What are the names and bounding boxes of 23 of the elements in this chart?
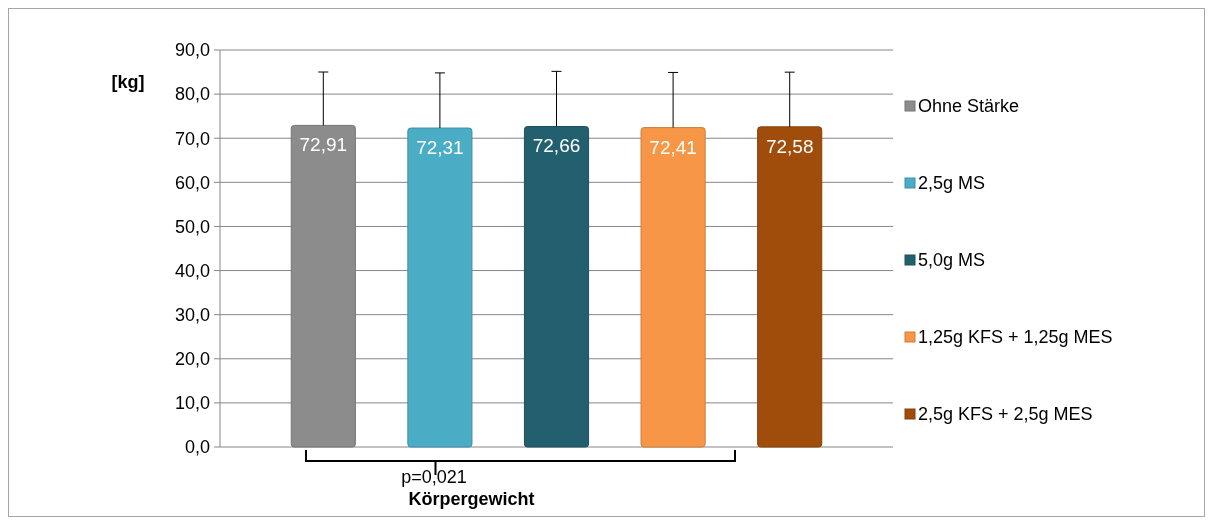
y-tick-label: 30,0 — [174, 304, 210, 325]
x-tick-label: Körpergewicht — [408, 489, 535, 509]
y-axis-title: [kg] — [111, 72, 145, 92]
y-tick-label: 10,0 — [174, 393, 210, 414]
data-label: 72,66 — [532, 135, 581, 157]
y-tick-label: 90,0 — [174, 40, 210, 61]
legend-label: 2,5g KFS + 2,5g MES — [918, 404, 1093, 425]
y-tick-label: 50,0 — [174, 216, 210, 237]
y-tick-label: 40,0 — [174, 260, 210, 281]
data-label: 72,31 — [416, 137, 464, 159]
data-label: 72,58 — [765, 135, 814, 157]
legend-label: Ohne Stärke — [918, 96, 1020, 117]
y-tick-label: 20,0 — [174, 349, 210, 370]
data-label: 72,91 — [299, 134, 348, 156]
legend-label: 2,5g MS — [918, 173, 986, 194]
y-tick-label: 70,0 — [174, 128, 210, 149]
data-label: 72,41 — [649, 136, 697, 158]
y-tick-label: 80,0 — [174, 84, 210, 105]
legend-label: 1,25g KFS + 1,25g MES — [918, 327, 1113, 348]
text: p=0,021 — [401, 467, 467, 487]
y-tick-label: 0,0 — [184, 437, 210, 458]
y-tick-label: 60,0 — [174, 172, 210, 193]
legend-label: 5,0g MS — [918, 250, 986, 271]
